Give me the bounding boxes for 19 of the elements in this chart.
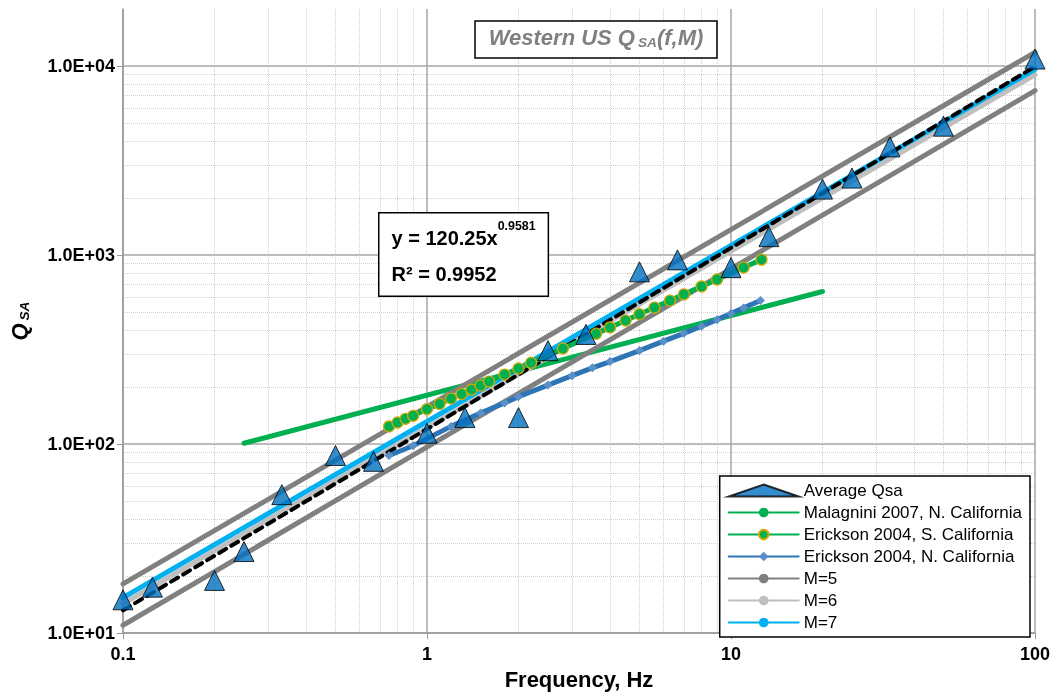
legend-label: Erickson 2004, S. California [803, 525, 1015, 544]
y-tick-label: 1.0E+03 [47, 244, 115, 265]
legend-label: Malagnini 2007, N. California [803, 503, 1023, 522]
text: Western US QSA(f,M) [488, 25, 704, 51]
y-axis-title: QSA [6, 301, 32, 341]
x-axis-title: Frequency, Hz [504, 666, 654, 692]
legend-label: M=6 [803, 591, 838, 610]
x-tick-label: 100 [1019, 644, 1051, 665]
x-tick-label: 0.1 [110, 644, 136, 665]
y-tick-label: 1.0E+04 [47, 55, 115, 76]
annotation: R² = 0.9952 [391, 262, 497, 285]
y-tick-label: 1.0E+02 [47, 434, 115, 455]
legend-label: M=5 [803, 569, 838, 588]
legend-label: Average Qsa [803, 481, 904, 500]
y-tick-label: 1.0E+01 [47, 623, 115, 644]
legend-label: M=7 [803, 613, 838, 632]
x-tick-label: 1 [421, 644, 433, 665]
x-tick-label: 10 [720, 644, 742, 665]
legend-label: Erickson 2004, N. California [803, 547, 1015, 566]
